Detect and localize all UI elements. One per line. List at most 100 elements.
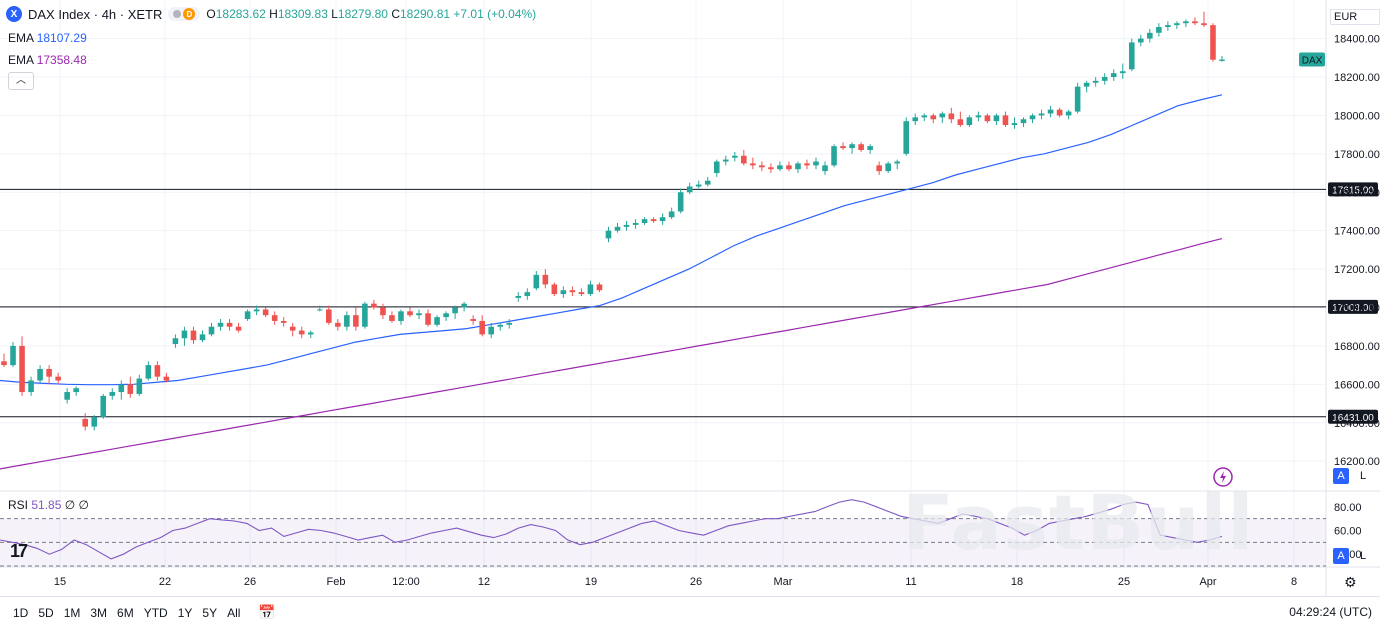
- rsi-line: [0, 499, 1223, 560]
- rsi-legend[interactable]: RSI 51.85 ∅ ∅: [8, 498, 89, 512]
- candle: [1128, 38, 1135, 72]
- candle: [587, 280, 594, 296]
- candle-body: [19, 345, 25, 393]
- price-tick-label: 18000.00: [1334, 110, 1380, 122]
- candle-body: [289, 326, 296, 331]
- candle: [389, 311, 395, 323]
- timeframe-button[interactable]: 6M: [117, 605, 134, 620]
- candle: [1156, 23, 1162, 37]
- timeframe-button[interactable]: 1M: [63, 605, 81, 620]
- candle: [732, 151, 738, 162]
- candle: [1038, 109, 1045, 120]
- candle: [127, 376, 134, 398]
- symbol-legend[interactable]: X DAX Index · 4h · XETR D O18283.62 H183…: [6, 6, 536, 22]
- candle: [560, 286, 567, 298]
- candle-body: [713, 161, 720, 174]
- candle-body: [353, 315, 359, 327]
- candle-body: [425, 313, 431, 325]
- candle: [1101, 73, 1108, 85]
- symbol-tag-bg: [1299, 52, 1325, 67]
- candle: [452, 305, 458, 320]
- symbol-title[interactable]: DAX Index · 4h · XETR: [28, 6, 163, 22]
- candle-body: [704, 180, 711, 185]
- price-tick-label: 16200.00: [1334, 456, 1380, 468]
- candle-body: [262, 309, 269, 316]
- currency-selector[interactable]: EUR: [1330, 9, 1380, 25]
- candle-body: [569, 290, 576, 293]
- candle: [957, 111, 964, 127]
- candle-body: [795, 163, 801, 170]
- timeframe-button[interactable]: 5Y: [202, 605, 218, 620]
- candle-body: [912, 117, 919, 122]
- settings-gear-icon[interactable]: ⚙: [1344, 574, 1357, 590]
- ema-slow-value: 17358.48: [36, 53, 87, 67]
- time-tick-label: 18: [1011, 576, 1023, 588]
- candle-body: [461, 303, 467, 308]
- candle-body: [867, 146, 873, 150]
- candle: [1083, 80, 1090, 93]
- candle-body: [389, 315, 395, 321]
- time-tick-label: 15: [54, 576, 66, 588]
- candle-body: [650, 219, 657, 222]
- candle: [984, 113, 991, 124]
- price-tick-label: 17000.00: [1334, 303, 1380, 315]
- candle: [37, 365, 43, 383]
- auto-scale-button[interactable]: A: [1333, 468, 1349, 484]
- level-label-bg: [1328, 299, 1378, 314]
- timeframe-button[interactable]: YTD: [143, 605, 168, 620]
- candle: [1219, 55, 1225, 62]
- candle-body: [46, 368, 52, 377]
- rsi-auto-scale-button[interactable]: A: [1333, 548, 1349, 564]
- candle-body: [154, 365, 161, 377]
- candle-body: [551, 284, 558, 295]
- timeframe-button[interactable]: All: [227, 605, 241, 620]
- timeframe-button[interactable]: 3M: [90, 605, 108, 620]
- time-axis[interactable]: 15 22 26 Feb 12:00 12 19 26 Mar 11 18 25 Apr 8: [54, 576, 1297, 588]
- log-scale-button[interactable]: L: [1359, 470, 1367, 482]
- candle-body: [921, 115, 928, 118]
- candle-body: [641, 219, 648, 223]
- ema-fast-series: [0, 94, 1223, 386]
- timeframe-button[interactable]: 1Y: [177, 605, 193, 620]
- timeframe-button[interactable]: 1D: [13, 605, 29, 620]
- candle: [344, 311, 350, 331]
- candle-body: [1119, 71, 1126, 74]
- candle-body: [1174, 23, 1180, 26]
- candle-body: [136, 378, 143, 394]
- candle-body: [344, 315, 350, 327]
- candle: [289, 322, 296, 337]
- candle-body: [307, 332, 314, 335]
- candle-body: [1210, 25, 1216, 60]
- candle: [82, 413, 88, 431]
- candle: [722, 155, 729, 166]
- ema-slow-legend[interactable]: EMA 17358.48: [8, 53, 87, 67]
- rsi-tick-label: 80.00: [1334, 502, 1362, 514]
- candle-body: [10, 345, 16, 366]
- price-axis[interactable]: 17615.00 17003.00 16431.00 16200.00 16400.00…: [1299, 34, 1380, 562]
- candle-body: [226, 322, 233, 327]
- candle: [741, 149, 747, 166]
- candle: [659, 213, 666, 225]
- candle: [668, 207, 675, 220]
- candle-body: [181, 330, 188, 339]
- collapse-legend-button[interactable]: ︿: [8, 72, 34, 90]
- level-price-label: 16431.00: [1332, 413, 1374, 424]
- candle-body: [280, 320, 287, 323]
- candle: [695, 180, 702, 189]
- candle: [858, 142, 864, 152]
- candle-body: [1101, 76, 1108, 81]
- date-range-icon[interactable]: 📅: [258, 604, 276, 620]
- candle: [262, 307, 269, 318]
- candle: [244, 309, 251, 321]
- candle: [569, 286, 576, 296]
- rsi-log-scale-button[interactable]: L: [1359, 550, 1367, 562]
- candle-body: [380, 307, 386, 316]
- timeframe-button[interactable]: 5D: [38, 605, 54, 620]
- candle: [136, 374, 143, 396]
- alert-lightning-icon[interactable]: [1211, 465, 1235, 489]
- ema-fast-legend[interactable]: EMA 18107.29: [8, 31, 87, 45]
- candle-body: [1092, 80, 1099, 83]
- candle: [704, 176, 711, 187]
- candle-body: [1056, 109, 1063, 116]
